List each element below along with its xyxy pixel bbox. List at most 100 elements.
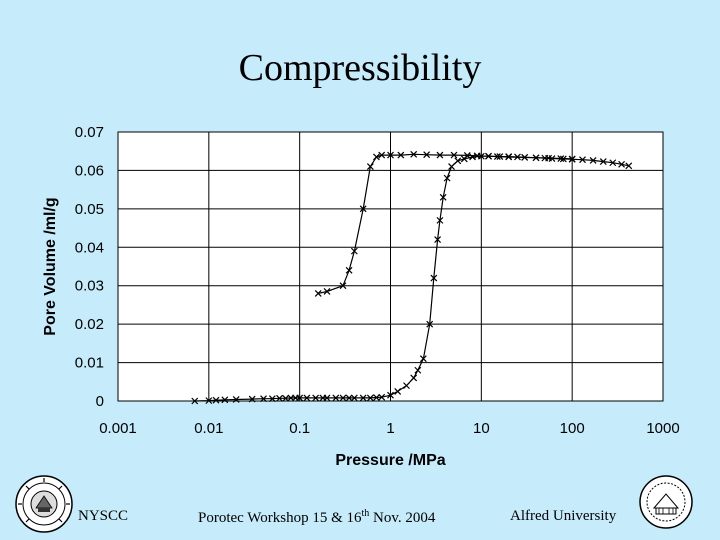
- series-2-point: [557, 155, 565, 162]
- series-1-point: [514, 153, 521, 161]
- series-1-point: [419, 355, 427, 363]
- series-1-point: [312, 394, 320, 402]
- footer-center-main: Porotec Workshop 15 & 16: [198, 510, 362, 526]
- series-2-point: [339, 282, 347, 290]
- series-1-point: [387, 391, 394, 399]
- series-2-point: [532, 154, 540, 162]
- series-1-point: [332, 394, 340, 402]
- series-1-point: [430, 274, 438, 282]
- series-1-point: [579, 156, 586, 164]
- footer-center-text: Porotec Workshop 15 & 16th Nov. 2004: [198, 508, 435, 527]
- series-1-point: [260, 395, 267, 403]
- series-2-point: [496, 153, 504, 161]
- x-tick-label: 0.01: [194, 420, 223, 437]
- series-1-point: [394, 387, 402, 395]
- x-tick-label: 0.1: [289, 420, 310, 437]
- series-2-point: [436, 151, 444, 159]
- series-2-point: [397, 151, 405, 159]
- series-1-point: [212, 396, 220, 404]
- x-tick-label: 1: [386, 420, 394, 437]
- x-tick-label: 1000: [646, 420, 679, 437]
- series-1-point: [276, 394, 283, 402]
- plot-area-frame: [117, 131, 664, 402]
- left-university-seal-icon: [15, 475, 73, 533]
- series-1-point: [426, 320, 434, 328]
- data-markers: [191, 150, 633, 405]
- y-tick-label: 0.02: [75, 316, 104, 333]
- y-tick-labels: 0 0.01 0.02 0.03 0.04 0.05 0.06 0.07: [75, 124, 104, 410]
- right-university-seal-icon: [639, 475, 693, 529]
- slide-title: Compressibility: [238, 47, 482, 89]
- x-axis-label: Pressure /MPa: [335, 452, 445, 469]
- series-2-point: [521, 153, 529, 161]
- x-tick-label: 100: [560, 420, 585, 437]
- series-2-point: [545, 154, 553, 162]
- series-1-point: [410, 374, 418, 382]
- y-tick-label: 0.01: [75, 355, 104, 372]
- series-1-point: [493, 153, 501, 161]
- series-1-point: [268, 395, 276, 403]
- series-1-point: [339, 394, 347, 402]
- y-tick-label: 0.06: [75, 162, 104, 179]
- series-2-point: [568, 155, 576, 163]
- x-tick-label: 10: [473, 420, 490, 437]
- x-tick-label: 0.001: [99, 420, 137, 437]
- series-1-point: [414, 366, 422, 374]
- series-2-point: [314, 289, 322, 297]
- series-2-point: [366, 163, 374, 171]
- series-2-point: [345, 266, 353, 274]
- series-1-point: [403, 382, 410, 390]
- series-1-point: [373, 394, 380, 401]
- series-2-point: [359, 205, 367, 213]
- series-1-point: [232, 396, 240, 403]
- series-1-point: [366, 394, 374, 402]
- series-1-point: [559, 155, 567, 163]
- y-tick-label: 0: [96, 393, 104, 410]
- series-1-point: [609, 159, 617, 167]
- x-tick-labels: 0.001 0.01 0.1 1 10 100 1000: [99, 420, 679, 437]
- series-2-point: [473, 152, 481, 160]
- y-tick-label: 0.04: [75, 239, 104, 256]
- series-1-point: [191, 397, 199, 405]
- y-tick-label: 0.07: [75, 124, 104, 141]
- footer-center-superscript: th: [361, 508, 370, 519]
- footer-right-text: Alfred University: [510, 508, 617, 524]
- series-2-point: [378, 151, 386, 159]
- series-2-point: [505, 153, 513, 161]
- series-1-point: [303, 394, 311, 402]
- series-1-point: [625, 162, 633, 170]
- series-1-point: [282, 394, 290, 402]
- series-1-point: [350, 394, 358, 402]
- series-1-point: [436, 216, 444, 224]
- series-2-point: [450, 151, 458, 159]
- series-2-point: [323, 288, 331, 295]
- series-2-point: [350, 247, 358, 255]
- series-2-point: [410, 150, 418, 158]
- series-1-point: [345, 394, 353, 402]
- series-1-point: [448, 163, 455, 171]
- series-1-point: [599, 158, 607, 166]
- series-1-point: [248, 395, 256, 403]
- series-1-point: [296, 394, 304, 402]
- series-2-point: [423, 151, 431, 159]
- series-2-point: [387, 151, 394, 159]
- series-1-point: [443, 174, 451, 182]
- footer-left-text: NYSCC: [78, 508, 129, 524]
- series-2-point: [463, 152, 471, 159]
- series-1-point: [589, 157, 597, 164]
- series-1-point: [378, 393, 386, 401]
- y-tick-label: 0.05: [75, 201, 104, 218]
- series-1-point: [359, 394, 367, 402]
- series-1-point: [454, 157, 462, 165]
- series-2-point: [373, 153, 380, 161]
- grid-lines: [117, 131, 664, 402]
- series-2-point: [485, 152, 492, 160]
- footer-center-tail: Nov. 2004: [369, 510, 436, 526]
- series-1-point: [434, 236, 442, 244]
- series-1-point: [439, 193, 447, 201]
- series-1-point: [323, 394, 331, 402]
- series-1-point: [221, 396, 229, 404]
- y-axis-label: Pore Volume /ml/g: [42, 197, 59, 335]
- series-1-point: [205, 397, 213, 405]
